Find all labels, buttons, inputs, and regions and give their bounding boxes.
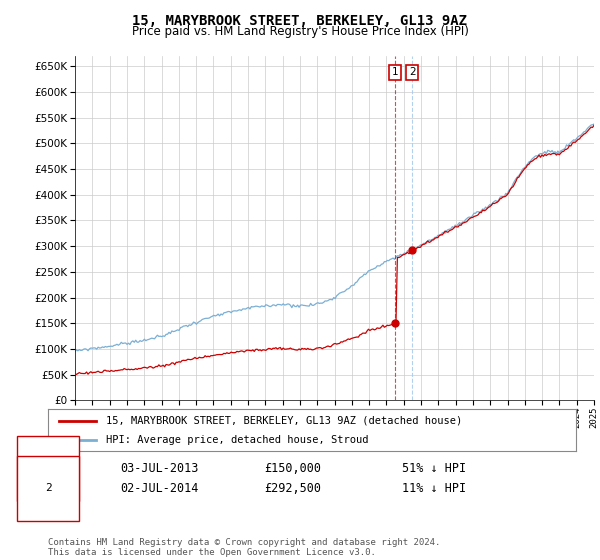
Text: 1: 1 — [392, 67, 398, 77]
Text: 02-JUL-2014: 02-JUL-2014 — [120, 482, 199, 495]
Text: 15, MARYBROOK STREET, BERKELEY, GL13 9AZ (detached house): 15, MARYBROOK STREET, BERKELEY, GL13 9AZ… — [106, 416, 463, 426]
Text: 03-JUL-2013: 03-JUL-2013 — [120, 462, 199, 475]
Text: £150,000: £150,000 — [264, 462, 321, 475]
Text: 15, MARYBROOK STREET, BERKELEY, GL13 9AZ: 15, MARYBROOK STREET, BERKELEY, GL13 9AZ — [133, 14, 467, 28]
Text: 51% ↓ HPI: 51% ↓ HPI — [402, 462, 466, 475]
Text: £292,500: £292,500 — [264, 482, 321, 495]
Text: Price paid vs. HM Land Registry's House Price Index (HPI): Price paid vs. HM Land Registry's House … — [131, 25, 469, 38]
Text: 1: 1 — [44, 464, 52, 474]
Text: HPI: Average price, detached house, Stroud: HPI: Average price, detached house, Stro… — [106, 435, 368, 445]
Text: 2: 2 — [44, 483, 52, 493]
Text: 11% ↓ HPI: 11% ↓ HPI — [402, 482, 466, 495]
Text: 2: 2 — [409, 67, 416, 77]
Text: Contains HM Land Registry data © Crown copyright and database right 2024.
This d: Contains HM Land Registry data © Crown c… — [48, 538, 440, 557]
